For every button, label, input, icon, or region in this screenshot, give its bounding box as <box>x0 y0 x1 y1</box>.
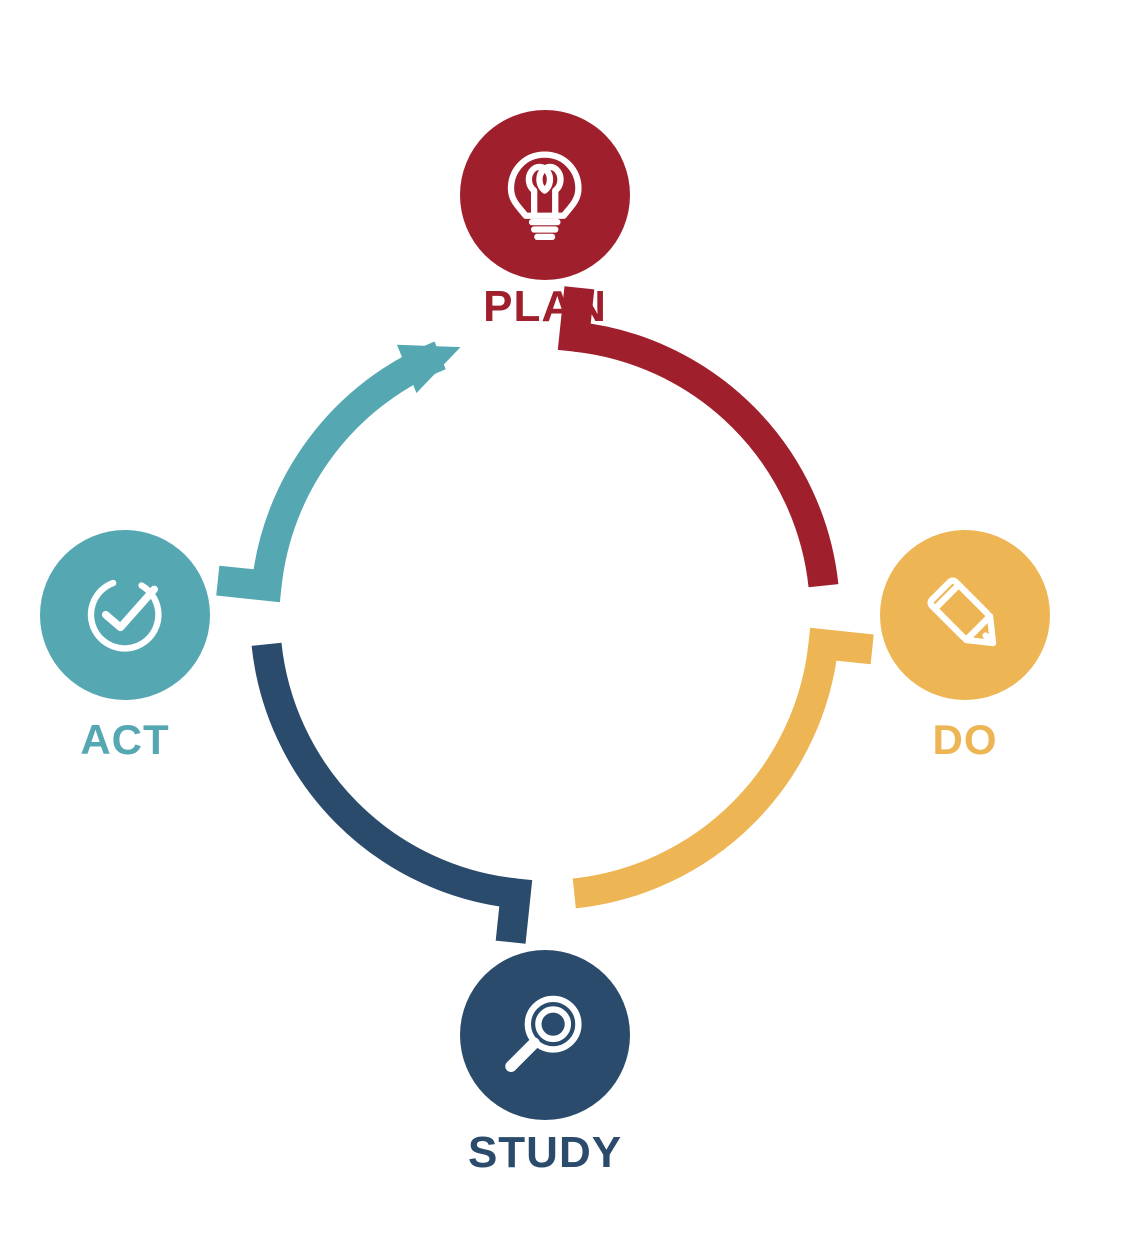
notch-study <box>511 879 518 943</box>
node-study: STUDY <box>460 950 630 1178</box>
plan-circle <box>460 110 630 280</box>
pencil-icon <box>912 562 1017 667</box>
plan-label: PLAN <box>460 282 630 332</box>
node-act: ACT <box>40 530 210 764</box>
arc-do <box>574 644 823 893</box>
do-circle <box>880 530 1050 700</box>
node-do: DO <box>880 530 1050 764</box>
magnifier-icon <box>492 982 597 1087</box>
lightbulb-icon <box>492 142 597 247</box>
study-label: STUDY <box>460 1128 630 1178</box>
act-label: ACT <box>40 716 210 764</box>
pdsa-cycle-diagram: PLAN DO STUDY ACT <box>0 0 1140 1250</box>
notch-act <box>218 581 282 588</box>
arc-study <box>267 644 516 893</box>
arc-plan <box>574 337 823 586</box>
node-plan: PLAN <box>460 110 630 332</box>
arc-act <box>267 355 441 585</box>
notch-do <box>809 643 873 650</box>
checkmark-circle-icon <box>72 562 177 667</box>
do-label: DO <box>880 716 1050 764</box>
study-circle <box>460 950 630 1120</box>
act-circle <box>40 530 210 700</box>
